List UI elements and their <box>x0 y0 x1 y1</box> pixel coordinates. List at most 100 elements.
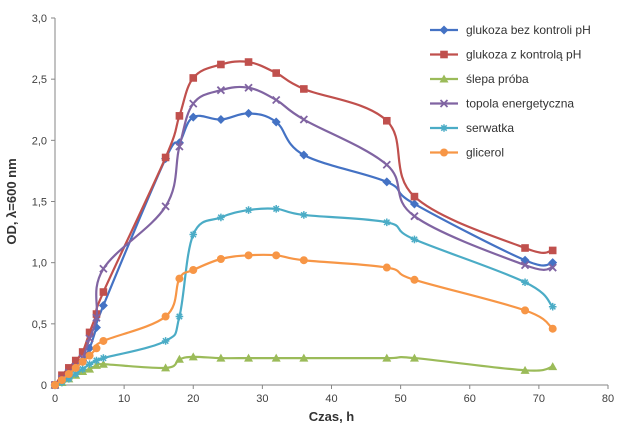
data-point <box>272 95 281 105</box>
legend-item: glicerol <box>430 146 504 160</box>
data-point <box>216 353 226 362</box>
data-point <box>300 211 308 219</box>
data-point <box>78 348 87 356</box>
data-point <box>92 313 101 322</box>
data-point <box>98 359 108 368</box>
data-point <box>161 202 170 211</box>
data-point <box>548 324 557 333</box>
data-point <box>175 112 184 120</box>
data-point <box>244 353 254 362</box>
data-point <box>410 192 419 201</box>
data-point <box>244 58 253 66</box>
y-axis-title: OD, λ=600 nm <box>4 158 19 244</box>
data-point <box>271 353 281 362</box>
data-point <box>92 356 101 365</box>
y-tick-label: 1,5 <box>32 197 47 209</box>
data-point <box>92 344 101 353</box>
data-point <box>85 360 94 369</box>
legend-label: glukoza z kontrolą pH <box>466 48 581 62</box>
series-group <box>50 352 558 389</box>
data-point <box>548 246 557 255</box>
y-tick-label: 3,0 <box>32 13 47 25</box>
data-point <box>189 230 198 239</box>
data-point <box>175 274 184 283</box>
data-point <box>521 306 530 315</box>
data-point <box>548 263 557 272</box>
x-tick-label: 0 <box>52 393 58 405</box>
data-point <box>98 300 108 310</box>
data-point <box>216 86 226 95</box>
data-point <box>78 357 87 366</box>
data-point <box>410 235 419 244</box>
data-point <box>548 258 558 268</box>
y-tick-label: 0,5 <box>32 319 47 331</box>
data-point <box>300 85 308 93</box>
y-tick-label: 2,0 <box>32 135 47 147</box>
y-tick-label: 0 <box>41 380 47 392</box>
legend-item: topola energetyczna <box>430 97 574 111</box>
data-point <box>216 254 225 263</box>
data-point <box>216 115 226 125</box>
data-point <box>409 353 419 362</box>
data-point <box>71 370 80 378</box>
legend-item: serwatka <box>430 121 514 135</box>
data-point <box>161 363 171 372</box>
data-point <box>382 263 391 272</box>
data-point <box>71 356 80 365</box>
series-group <box>51 251 557 389</box>
data-point <box>548 362 558 371</box>
legend-item: ślepa próba <box>430 72 529 86</box>
data-point <box>57 376 66 385</box>
legend-item: glukoza z kontrolą pH <box>430 48 581 62</box>
data-point <box>71 363 80 372</box>
x-tick-label: 20 <box>187 393 199 405</box>
ticks: 0 10 20 30 40 50 60 70 80 0 0,5 1,0 1,5 2,0 2,5 3,0 <box>32 13 614 405</box>
data-point <box>271 117 281 127</box>
data-point <box>91 360 101 369</box>
data-point <box>189 74 198 82</box>
x-axis-title: Czas, h <box>309 409 355 424</box>
data-point <box>244 206 253 214</box>
data-point <box>410 212 419 221</box>
data-point <box>521 244 529 252</box>
data-point <box>520 365 530 374</box>
data-point <box>175 142 184 151</box>
data-point <box>299 256 308 265</box>
data-point <box>217 60 225 69</box>
data-point <box>244 83 253 92</box>
data-point <box>64 369 73 378</box>
legend-marker <box>440 124 448 132</box>
data-point <box>85 328 94 337</box>
data-point <box>161 337 170 345</box>
x-tick-label: 30 <box>256 393 268 405</box>
data-point <box>217 213 225 222</box>
x-tick-label: 60 <box>464 393 476 405</box>
legend-label: topola energetyczna <box>466 97 574 111</box>
x-tick-label: 40 <box>325 393 337 405</box>
data-point <box>51 381 59 389</box>
legend-item: glukoza bez kontroli pH <box>430 23 591 37</box>
data-point <box>161 153 170 162</box>
data-point <box>409 199 419 209</box>
x-tick-label: 70 <box>533 393 545 405</box>
series-layer <box>50 58 558 390</box>
data-point <box>99 264 108 273</box>
data-point <box>272 251 281 260</box>
data-point <box>382 160 391 169</box>
legend-marker <box>439 99 449 108</box>
data-point <box>548 302 557 311</box>
x-tick-label: 80 <box>602 393 614 405</box>
data-point <box>85 351 94 360</box>
legend-label: ślepa próba <box>466 72 529 86</box>
data-point <box>175 312 184 321</box>
data-point <box>521 278 529 287</box>
data-point <box>85 334 94 343</box>
data-point <box>65 364 73 372</box>
legend-marker <box>440 148 448 157</box>
data-point <box>382 353 392 362</box>
data-point <box>410 275 419 284</box>
y-tick-label: 2,5 <box>32 74 47 86</box>
data-point <box>189 99 198 108</box>
legend-label: serwatka <box>466 121 514 135</box>
